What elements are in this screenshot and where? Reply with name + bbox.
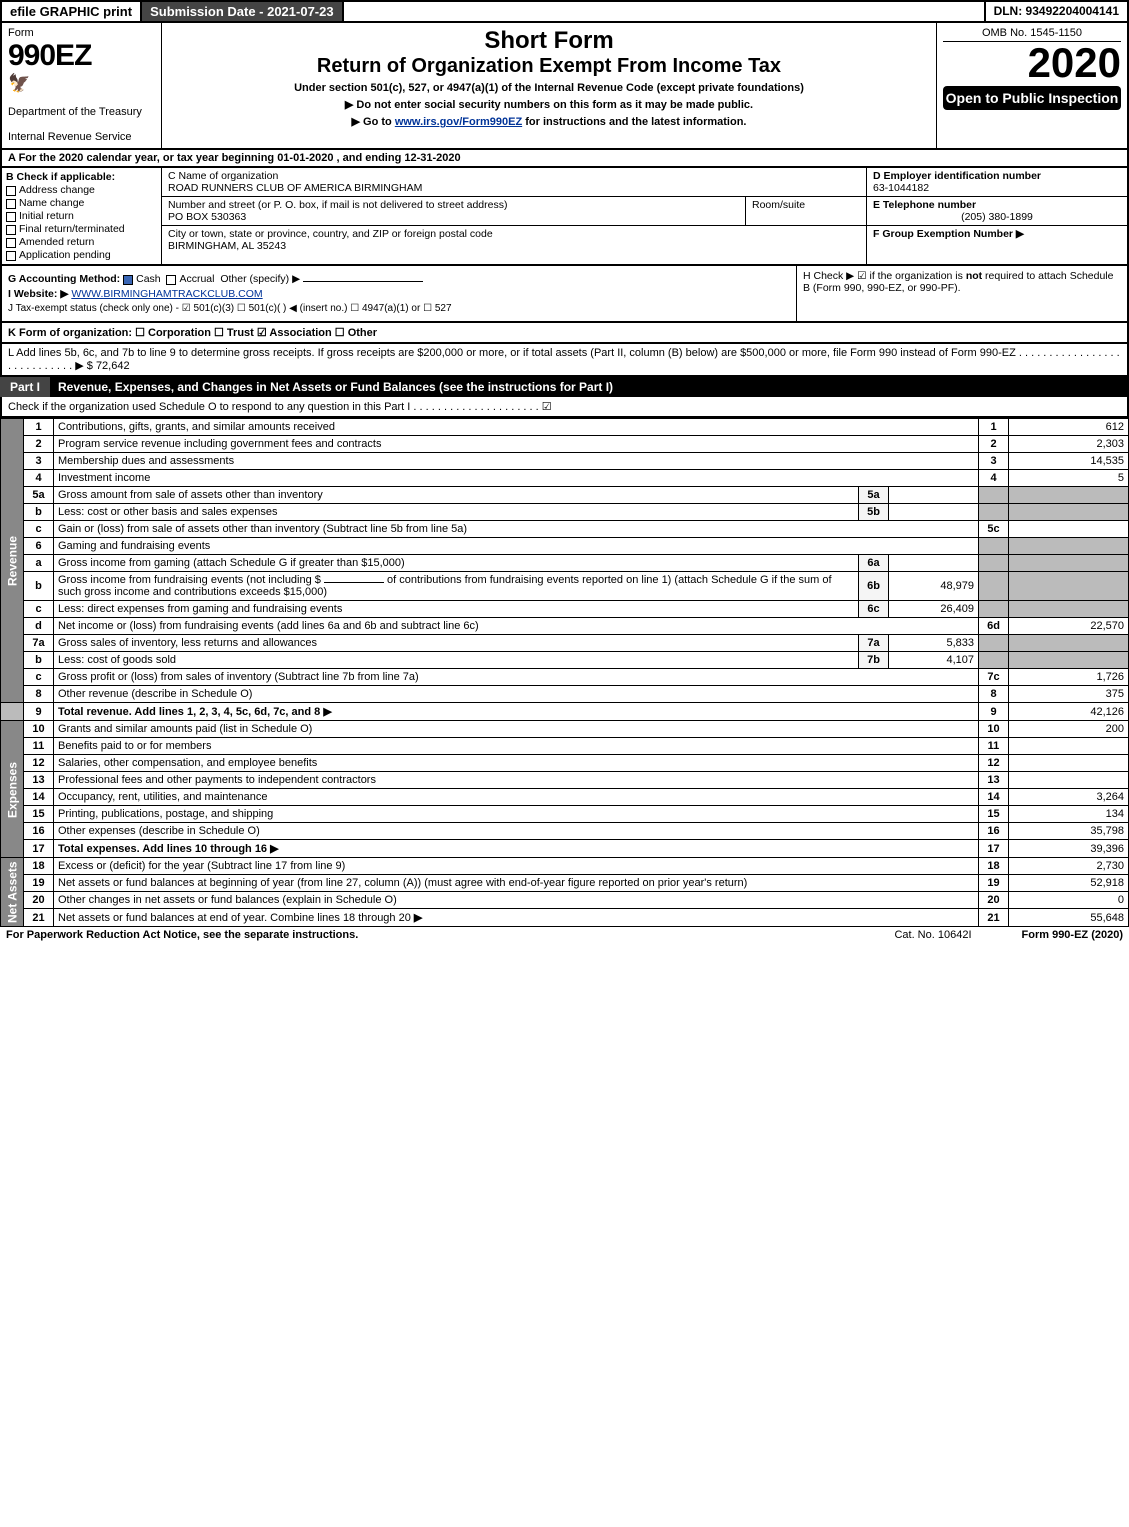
section-b: B Check if applicable: Address change Na… xyxy=(2,168,162,264)
line-6b-desc: Gross income from fundraising events (no… xyxy=(54,572,859,601)
l-amount: 72,642 xyxy=(96,360,130,372)
goto-post: for instructions and the latest informat… xyxy=(525,116,746,128)
d-label: D Employer identification number xyxy=(873,170,1121,182)
accrual-checkbox[interactable] xyxy=(166,275,176,285)
short-form-title: Short Form xyxy=(172,27,926,55)
irs-link[interactable]: www.irs.gov/Form990EZ xyxy=(395,116,522,128)
header-right: OMB No. 1545-1150 2020 Open to Public In… xyxy=(937,23,1127,148)
ein-value: 63-1044182 xyxy=(873,182,1121,194)
department-label: Department of the Treasury xyxy=(8,106,155,119)
revenue-side-label: Revenue xyxy=(1,419,24,703)
cash-checkbox[interactable] xyxy=(123,275,133,285)
b-opt-initial[interactable]: Initial return xyxy=(6,210,157,222)
city-value: BIRMINGHAM, AL 35243 xyxy=(168,240,860,252)
6b-blank[interactable] xyxy=(324,582,384,583)
c-label: C Name of organization xyxy=(168,170,860,182)
b-opt-address[interactable]: Address change xyxy=(6,184,157,196)
under-section: Under section 501(c), 527, or 4947(a)(1)… xyxy=(172,82,926,94)
b-opt-name[interactable]: Name change xyxy=(6,197,157,209)
addr-label: Number and street (or P. O. box, if mail… xyxy=(168,199,739,211)
g-col: G Accounting Method: Cash Accrual Other … xyxy=(2,266,797,321)
part1-check-line: Check if the organization used Schedule … xyxy=(0,397,1129,418)
footer-right: Form 990-EZ (2020) xyxy=(1022,929,1123,941)
b-opt-pending[interactable]: Application pending xyxy=(6,249,157,261)
tax-year: 2020 xyxy=(943,42,1121,84)
room-label: Room/suite xyxy=(746,197,866,225)
line-9-desc: Total revenue. Add lines 1, 2, 3, 4, 5c,… xyxy=(54,703,979,721)
g-accounting: G Accounting Method: Cash Accrual Other … xyxy=(8,273,790,285)
h-col: H Check ▶ ☑ if the organization is not r… xyxy=(797,266,1127,321)
form-header: Form 990EZ 🦅 Department of the Treasury … xyxy=(0,23,1129,150)
header-mid: Short Form Return of Organization Exempt… xyxy=(162,23,937,148)
b-opt-amended[interactable]: Amended return xyxy=(6,236,157,248)
j-tax-status: J Tax-exempt status (check only one) - ☑… xyxy=(8,303,790,314)
section-c: C Name of organization ROAD RUNNERS CLUB… xyxy=(162,168,867,264)
eagle-icon: 🦅 xyxy=(8,73,155,94)
l-text: L Add lines 5b, 6c, and 7b to line 9 to … xyxy=(8,347,1120,372)
section-d: D Employer identification number 63-1044… xyxy=(867,168,1127,264)
l-row: L Add lines 5b, 6c, and 7b to line 9 to … xyxy=(0,344,1129,377)
line-a: A For the 2020 calendar year, or tax yea… xyxy=(0,150,1129,168)
footer-left: For Paperwork Reduction Act Notice, see … xyxy=(6,929,358,941)
header-left: Form 990EZ 🦅 Department of the Treasury … xyxy=(2,23,162,148)
netassets-side-label: Net Assets xyxy=(1,858,24,927)
h-text1: H Check ▶ ☑ if the organization is xyxy=(803,270,966,282)
goto-line: ▶ Go to www.irs.gov/Form990EZ for instru… xyxy=(172,115,926,128)
line-17-desc: Total expenses. Add lines 10 through 16 … xyxy=(54,840,979,858)
revenue-table: Revenue 1 Contributions, gifts, grants, … xyxy=(0,418,1129,927)
identity-block: B Check if applicable: Address change Na… xyxy=(0,168,1129,266)
other-specify[interactable] xyxy=(303,281,423,282)
line-21-desc: Net assets or fund balances at end of ye… xyxy=(54,909,979,927)
phone-value: (205) 380-1899 xyxy=(873,211,1121,223)
b-title: B Check if applicable: xyxy=(6,171,157,183)
f-label: F Group Exemption Number ▶ xyxy=(873,228,1121,240)
submission-date: Submission Date - 2021-07-23 xyxy=(142,2,344,21)
return-title: Return of Organization Exempt From Incom… xyxy=(172,55,926,78)
gh-block: G Accounting Method: Cash Accrual Other … xyxy=(0,266,1129,323)
part1-title: Revenue, Expenses, and Changes in Net As… xyxy=(50,377,1129,397)
goto-pre: ▶ Go to xyxy=(352,116,395,128)
city-label: City or town, state or province, country… xyxy=(168,228,860,240)
expenses-side-label: Expenses xyxy=(1,721,24,858)
addr-value: PO BOX 530363 xyxy=(168,211,739,223)
form-number: 990EZ xyxy=(8,39,155,73)
org-name: ROAD RUNNERS CLUB OF AMERICA BIRMINGHAM xyxy=(168,182,860,194)
h-not: not xyxy=(966,270,982,282)
i-website: I Website: ▶ WWW.BIRMINGHAMTRACKCLUB.COM xyxy=(8,288,790,300)
footer-mid: Cat. No. 10642I xyxy=(894,929,971,941)
irs-label: Internal Revenue Service xyxy=(8,131,155,144)
open-public-badge: Open to Public Inspection xyxy=(943,86,1121,110)
website-link[interactable]: WWW.BIRMINGHAMTRACKCLUB.COM xyxy=(71,288,262,300)
page-footer: For Paperwork Reduction Act Notice, see … xyxy=(0,927,1129,943)
k-row: K Form of organization: ☐ Corporation ☐ … xyxy=(0,323,1129,344)
part1-header: Part I Revenue, Expenses, and Changes in… xyxy=(0,377,1129,397)
b-opt-final[interactable]: Final return/terminated xyxy=(6,223,157,235)
dln-label: DLN: 93492204004141 xyxy=(984,2,1127,21)
top-bar: efile GRAPHIC print Submission Date - 20… xyxy=(0,0,1129,23)
e-label: E Telephone number xyxy=(873,199,1121,211)
part1-label: Part I xyxy=(0,377,50,397)
no-ssn-note: ▶ Do not enter social security numbers o… xyxy=(172,98,926,111)
efile-label[interactable]: efile GRAPHIC print xyxy=(2,2,142,21)
form-word: Form xyxy=(8,27,155,39)
